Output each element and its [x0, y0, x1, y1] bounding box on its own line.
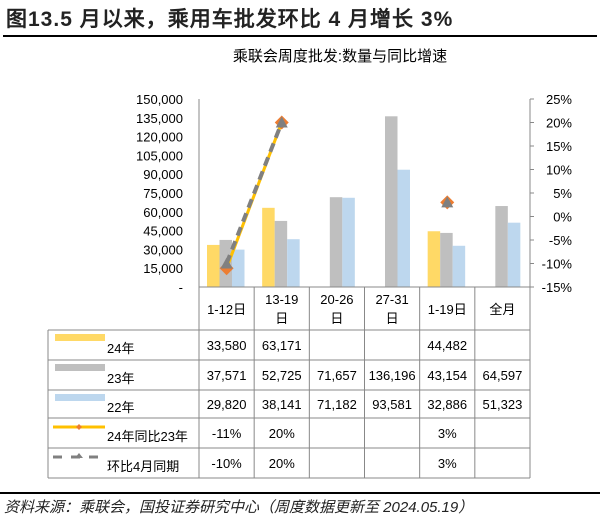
bar-23年 — [274, 220, 288, 287]
category-label-suffix: 日 — [275, 311, 288, 326]
left-axis-tick-label: 75,000 — [143, 186, 183, 201]
legend-label: 24年同比23年 — [107, 429, 188, 444]
legend-swatch-23年 — [55, 364, 105, 371]
category-label: 全月 — [489, 302, 515, 317]
title-divider — [3, 35, 597, 37]
category-label-suffix: 日 — [330, 311, 343, 326]
table-cell: 3% — [438, 426, 457, 441]
table-cell: 3% — [438, 456, 457, 471]
left-axis-tick-label: 90,000 — [143, 167, 183, 182]
right-axis-tick-label: -10% — [542, 257, 573, 272]
legend-swatch-24年 — [55, 334, 105, 341]
table-cell: 71,657 — [317, 368, 357, 383]
legend-swatch-22年 — [55, 394, 105, 401]
table-cell: 20% — [269, 456, 295, 471]
table-cell: 63,171 — [262, 338, 302, 353]
category-label-suffix: 日 — [386, 311, 399, 326]
table-cell: 43,154 — [427, 368, 467, 383]
source-footer: 资料来源：乘联会，国投证券研究中心（周度数据更新至 2024.05.19） — [4, 499, 474, 516]
right-axis-tick-label: 15% — [546, 139, 572, 154]
table-cell: 64,597 — [483, 368, 523, 383]
table-cell: 71,182 — [317, 397, 357, 412]
bar-22年 — [507, 222, 521, 287]
line-segment-环比4月同期 — [224, 121, 284, 265]
left-axis-tick-label: 30,000 — [143, 242, 183, 257]
right-axis-tick-label: 25% — [546, 92, 572, 107]
left-axis-tick-label: 105,000 — [136, 148, 183, 163]
table-cell: 29,820 — [207, 397, 247, 412]
bar-22年 — [397, 169, 410, 287]
table-cell: 44,482 — [427, 338, 467, 353]
table-cell: 38,141 — [262, 397, 302, 412]
right-axis-tick-label: 0% — [553, 210, 572, 225]
category-label: 13-19 — [265, 292, 298, 307]
left-axis-tick-label: 120,000 — [136, 130, 183, 145]
table-cell: 32,886 — [427, 397, 467, 412]
right-axis-tick-label: 20% — [546, 116, 572, 131]
bar-22年 — [342, 197, 355, 287]
left-axis-tick-label: 60,000 — [143, 205, 183, 220]
chart-title: 乘联会周度批发:数量与同比增速 — [232, 48, 448, 65]
legend-label: 22年 — [107, 400, 134, 415]
bar-24年 — [262, 207, 275, 287]
legend-label: 24年 — [107, 341, 134, 356]
right-axis-tick-label: 10% — [546, 163, 572, 178]
bar-23年 — [385, 116, 398, 287]
bar-22年 — [232, 249, 245, 287]
table-cell: -11% — [212, 426, 242, 441]
triangle-marker — [220, 257, 233, 269]
triangle-marker — [275, 116, 288, 128]
table-cell: 33,580 — [207, 338, 247, 353]
table-cell: -10% — [211, 456, 242, 471]
table-cell: 20% — [269, 426, 295, 441]
right-axis-tick-label: 5% — [553, 186, 572, 201]
table-cell: 93,581 — [372, 397, 412, 412]
left-axis-tick-label: 15,000 — [143, 261, 183, 276]
bar-24年 — [427, 231, 441, 287]
table-cell: 37,571 — [207, 368, 247, 383]
bar-23年 — [329, 197, 343, 287]
triangle-marker — [441, 196, 454, 208]
category-label: 1-19日 — [428, 302, 467, 317]
left-axis-tick-label: 135,000 — [136, 111, 183, 126]
right-axis-tick-label: -15% — [542, 280, 573, 295]
legend-label: 23年 — [107, 371, 134, 386]
table-cell: 136,196 — [369, 368, 416, 383]
right-axis-tick-label: -5% — [549, 233, 573, 248]
left-axis-tick-label: - — [179, 280, 183, 295]
category-label: 20-26 — [320, 292, 353, 307]
bar-24年 — [207, 244, 220, 287]
bar-22年 — [452, 245, 466, 287]
left-axis-tick-label: 150,000 — [136, 92, 183, 107]
figure-title: 图13.5 月以来，乘用车批发环比 4 月增长 3% — [6, 8, 454, 31]
left-axis-tick-label: 45,000 — [143, 224, 183, 239]
legend-marker — [75, 453, 83, 458]
bar-22年 — [287, 239, 300, 287]
bar-23年 — [495, 206, 508, 287]
category-label: 27-31 — [375, 292, 408, 307]
legend-marker — [76, 424, 82, 430]
footer-divider — [0, 492, 600, 494]
legend-label: 环比4月同期 — [107, 459, 179, 474]
bar-23年 — [440, 232, 453, 287]
category-label: 1-12日 — [207, 302, 246, 317]
table-cell: 52,725 — [262, 368, 302, 383]
table-cell: 51,323 — [483, 397, 523, 412]
